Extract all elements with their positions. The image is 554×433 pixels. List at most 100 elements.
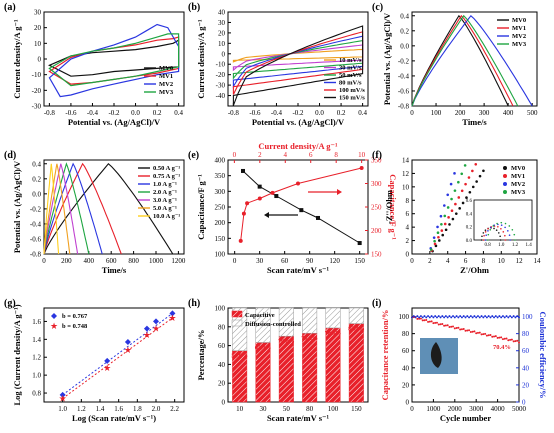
retention-point — [423, 319, 426, 322]
legend-label: MV3 — [512, 41, 527, 48]
gcd-curve — [43, 163, 71, 255]
y-tick-label: 30 — [34, 9, 42, 17]
y-tick-label: 40 — [402, 364, 410, 372]
legend-marker — [503, 166, 507, 170]
data-point — [299, 208, 304, 213]
retention-point — [501, 338, 504, 341]
retention-point — [453, 327, 456, 330]
bar-data-label: 78.8% — [325, 331, 342, 337]
y-axis-label: Current density/A g⁻¹ — [196, 19, 206, 99]
retention-point — [493, 335, 496, 338]
panel-label: (a) — [4, 2, 16, 13]
y2-tick-label: 200 — [371, 227, 382, 235]
panel-f: 0 2 4 6 8 10 12 14 0 2 4 6 8 10 12 14 Z'/Ohm -Z''/Ohm (f) M… — [372, 150, 541, 275]
y-tick-label: 400 — [215, 157, 226, 165]
gcd-curve — [43, 162, 122, 255]
nyquist-point — [437, 235, 440, 239]
y-tick-label: 40 — [218, 361, 226, 369]
y-tick-label: -10 — [216, 61, 226, 69]
plot-frame — [43, 159, 185, 255]
efficiency-point — [444, 315, 447, 318]
panel-label: (f) — [372, 150, 382, 161]
efficiency-point — [475, 316, 478, 319]
nyquist-point — [434, 244, 438, 248]
inset-point — [482, 232, 485, 234]
efficiency-point — [434, 315, 437, 318]
retention-point — [430, 320, 433, 323]
y2-tick-label: 150 — [371, 251, 382, 259]
bar-diffusion — [302, 307, 318, 334]
retention-point — [475, 332, 478, 335]
legend-label: 0.50 A g⁻¹ — [153, 165, 180, 172]
y2-tick-label: 350 — [371, 157, 382, 165]
gcd-curve-MV3 — [411, 14, 519, 107]
nyquist-point — [441, 233, 445, 237]
efficiency-point — [460, 316, 463, 319]
efficiency-point — [489, 316, 492, 319]
plot-frame — [227, 159, 369, 255]
x-tick-label: 0.0 — [131, 109, 140, 117]
y-tick-label: 20 — [402, 381, 410, 389]
efficiency-point — [516, 315, 519, 318]
x-tick-label: 1.4 — [96, 405, 105, 413]
x-tick-label: 0.2 — [337, 109, 346, 117]
legend-label: 150 mV/s — [339, 95, 365, 102]
nyquist-point — [433, 239, 436, 243]
legend-label: 10 mV/s — [339, 57, 362, 64]
efficiency-point — [493, 316, 496, 319]
x-axis-label: Z'/Ohm — [460, 265, 489, 275]
inset-point — [495, 229, 498, 231]
inset-point — [485, 234, 488, 236]
plot-frame — [411, 159, 538, 255]
x-tick-label: 2.0 — [152, 405, 161, 413]
inset-point — [504, 239, 507, 241]
nyquist-point — [471, 185, 475, 189]
panel-d: 0 200 400 600 800 1000 1200 -0.8 -0.6 -0.4 -0.2 0.0… — [4, 150, 186, 275]
x-tick-label: 400 — [84, 257, 95, 265]
inset-point — [497, 232, 500, 234]
y-axis-label: Capacitance retention/% — [380, 310, 390, 401]
y-tick-label: 0.4 — [400, 12, 409, 20]
x-tick-label: 2.2 — [170, 405, 179, 413]
efficiency-point — [473, 315, 476, 318]
legend-label: MV3 — [159, 89, 174, 96]
data-point — [316, 215, 320, 220]
inset-point — [489, 229, 492, 231]
legend-label: 0.75 A g⁻¹ — [153, 173, 180, 180]
inset-y-tick-label: 0.4 — [466, 212, 473, 217]
y-tick-label: 60 — [218, 342, 226, 350]
y-tick-label: 6 — [406, 210, 410, 218]
y-tick-label: 0 — [222, 50, 226, 58]
x-axis-label: Log (Scan rate/mV s⁻¹) — [72, 413, 156, 423]
nyquist-point — [460, 189, 464, 193]
y2-axis-label: Coulombic efficiency/% — [538, 311, 548, 398]
x-axis-label: Cycle number — [440, 413, 491, 423]
efficiency-point — [453, 316, 456, 319]
x-tick-label: 150 — [351, 405, 362, 413]
retention-point — [507, 339, 510, 342]
nyquist-point — [461, 201, 465, 205]
legend-label: Capacitive — [245, 312, 275, 319]
arrow-head — [337, 189, 342, 195]
nyquist-point — [436, 231, 440, 235]
x-tick-label: 3000 — [469, 405, 484, 413]
inset-point — [508, 234, 511, 236]
y-tick-label: -0.2 — [398, 57, 410, 65]
x-tick-label: 1.6 — [114, 405, 123, 413]
efficiency-point — [505, 315, 508, 318]
x-tick-label: 10 — [236, 405, 244, 413]
inset-point — [489, 226, 492, 229]
x-tick-label: 0 — [233, 257, 237, 265]
legend-label: MV1 — [512, 25, 526, 32]
legend-label: 80 mV/s — [339, 80, 362, 87]
panel-g: 1.0 1.2 1.4 1.6 1.8 2.0 2.20.81.01.21.41.6Log … — [4, 298, 185, 423]
bar-data-label: 70.0% — [278, 339, 295, 345]
nyquist-point — [453, 172, 456, 175]
x-tick-label: 150 — [354, 257, 365, 265]
x-tick-label: 1.8 — [133, 405, 142, 413]
retention-point — [491, 335, 494, 338]
y-tick-label: 0 — [406, 251, 410, 259]
nyquist-point — [475, 180, 478, 183]
fit-line — [62, 312, 173, 396]
x-tick-label: 800 — [128, 257, 139, 265]
